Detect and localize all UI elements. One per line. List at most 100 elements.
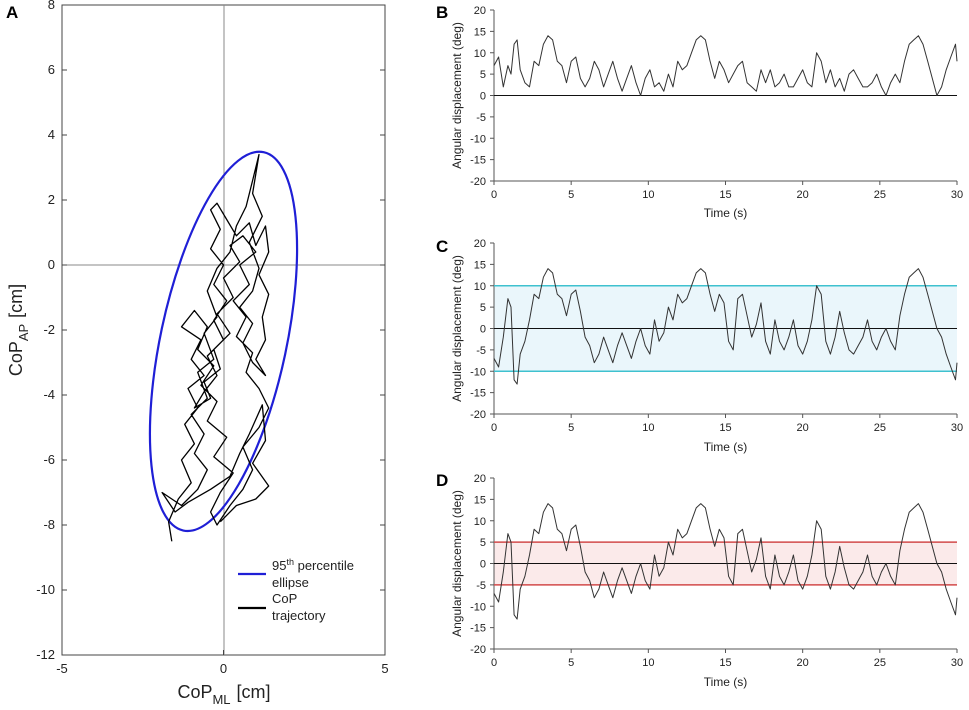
panel-d-x-label: Time (s) bbox=[704, 675, 748, 689]
panel-b-x-tick-label: 30 bbox=[951, 189, 963, 201]
panel-a-x-tick-label: 0 bbox=[220, 661, 227, 676]
legend-ellipse-label-num: 95 bbox=[272, 558, 286, 573]
panel-a-y-label-sub: AP bbox=[16, 324, 31, 341]
panel-c-x-tick-label: 5 bbox=[568, 422, 574, 434]
panel-b-x-tick-label: 20 bbox=[797, 189, 809, 201]
panel-d-angle-series bbox=[493, 503, 958, 620]
panel-a-y-tick-label: -8 bbox=[43, 517, 55, 532]
panel-b-y-tick-label: 5 bbox=[480, 69, 486, 81]
panel-d-y-tick-label: 0 bbox=[480, 559, 486, 571]
panel-d-x-tick-label: 5 bbox=[568, 657, 574, 669]
panel-b-letter: B bbox=[436, 3, 448, 22]
panel-a-y-tick-label: 8 bbox=[48, 0, 55, 12]
panel-c-x-tick-label: 15 bbox=[719, 422, 731, 434]
panel-c-angle-series bbox=[493, 268, 958, 385]
legend-trajectory-label-line1: CoP bbox=[272, 591, 297, 606]
panel-b-x-label: Time (s) bbox=[704, 206, 748, 220]
panel-c-y-tick-label: -20 bbox=[470, 409, 486, 421]
panel-a-y-label-unit: [cm] bbox=[6, 284, 26, 318]
panel-c-x-tick-label: 20 bbox=[797, 422, 809, 434]
panel-d-x-tick-label: 30 bbox=[951, 657, 963, 669]
panel-c-x-label: Time (s) bbox=[704, 440, 748, 454]
panel-d-y-tick-label: 20 bbox=[474, 473, 486, 485]
panel-d-x-tick-label: 15 bbox=[719, 657, 731, 669]
panel-d-x-tick-label: 10 bbox=[642, 657, 654, 669]
panel-a-x-tick-label: 5 bbox=[381, 661, 388, 676]
panel-d-x-tick-label: 20 bbox=[797, 657, 809, 669]
panel-d-y-tick-label: -15 bbox=[470, 623, 486, 635]
panel-c-x-tick-label: 25 bbox=[874, 422, 886, 434]
legend-ellipse-label-line2: ellipse bbox=[272, 575, 309, 590]
panel-c-y-tick-label: 20 bbox=[474, 238, 486, 250]
legend-ellipse-label-sup: th bbox=[286, 557, 294, 567]
legend-ellipse-label-rest: percentile bbox=[294, 558, 354, 573]
panel-b-chart: -20 -15 -10 -5 0 5 10 15 20 0 5 10 15 20 25 30 Time (s) A… bbox=[450, 5, 963, 220]
panel-a-x-tick-label: -5 bbox=[56, 661, 68, 676]
panel-b-y-tick-label: -5 bbox=[476, 112, 486, 124]
percentile-ellipse bbox=[148, 150, 299, 533]
panel-d-y-tick-label: 15 bbox=[474, 494, 486, 506]
panel-b-y-tick-label: -10 bbox=[470, 133, 486, 145]
legend-trajectory-label-line2: trajectory bbox=[272, 608, 326, 623]
panel-a-x-label-sub: ML bbox=[212, 692, 230, 707]
panel-b-y-tick-label: -20 bbox=[470, 176, 486, 188]
panel-a-y-tick-label: 6 bbox=[48, 62, 55, 77]
panel-c-y-tick-label: 5 bbox=[480, 302, 486, 314]
panel-c-y-tick-label: -5 bbox=[476, 345, 486, 357]
panel-d-x-tick-label: 25 bbox=[874, 657, 886, 669]
panel-c-y-tick-label: 15 bbox=[474, 259, 486, 271]
panel-b-angle-series bbox=[493, 35, 958, 96]
panel-a-letter: A bbox=[6, 3, 18, 22]
panel-b-y-tick-label: 0 bbox=[480, 91, 486, 103]
panel-b-y-tick-label: 15 bbox=[474, 26, 486, 38]
panel-a-y-tick-label: -4 bbox=[43, 387, 55, 402]
panel-a-x-ticks: -5 0 5 bbox=[56, 650, 389, 676]
panel-d-y-tick-label: 10 bbox=[474, 516, 486, 528]
panel-a-x-label: CoPML [cm] bbox=[177, 682, 270, 707]
panel-c-y-tick-label: 10 bbox=[474, 281, 486, 293]
panel-c-y-label: Angular displacement (deg) bbox=[450, 255, 464, 402]
panel-a-y-label-main: CoP bbox=[6, 341, 26, 376]
panel-b-x-tick-label: 0 bbox=[491, 189, 497, 201]
panel-a-y-tick-label: 0 bbox=[48, 257, 55, 272]
panel-b-x-tick-label: 25 bbox=[874, 189, 886, 201]
panel-a-x-label-unit: [cm] bbox=[237, 682, 271, 702]
panel-d-y-tick-label: 5 bbox=[480, 537, 486, 549]
panel-c-y-tick-label: 0 bbox=[480, 324, 486, 336]
panel-c-chart: -20 -15 -10 -5 0 5 10 15 20 0 5 10 15 20 25 30 Time (s) A… bbox=[450, 238, 963, 454]
panel-a-y-tick-label: 2 bbox=[48, 192, 55, 207]
panel-d-y-tick-label: -5 bbox=[476, 580, 486, 592]
panel-c-letter: C bbox=[436, 237, 448, 256]
panel-b-y-label: Angular displacement (deg) bbox=[450, 22, 464, 169]
panel-c-y-tick-label: -10 bbox=[470, 366, 486, 378]
panel-a-y-tick-label: -12 bbox=[36, 647, 55, 662]
panel-a-y-tick-label: -2 bbox=[43, 322, 55, 337]
panel-a-y-label: CoPAP [cm] bbox=[6, 284, 31, 376]
panel-c-y-tick-label: -15 bbox=[470, 388, 486, 400]
panel-d-y-label: Angular displacement (deg) bbox=[450, 490, 464, 637]
panel-b-y-tick-label: 20 bbox=[474, 5, 486, 17]
panel-a-x-label-main: CoP bbox=[177, 682, 212, 702]
panel-a-y-ticks: -12 -10 -8 -6 -4 -2 0 2 4 6 8 bbox=[36, 0, 385, 662]
panel-a-y-tick-label: 4 bbox=[48, 127, 55, 142]
panel-d-letter: D bbox=[436, 471, 448, 490]
panel-b-x-tick-label: 15 bbox=[719, 189, 731, 201]
panel-a-legend: 95th percentile ellipse CoP trajectory bbox=[238, 557, 354, 623]
panel-c-x-tick-label: 30 bbox=[951, 422, 963, 434]
panel-a-chart: -12 -10 -8 -6 -4 -2 0 2 4 6 8 -5 0 5 95th percentile… bbox=[6, 0, 389, 707]
panel-b-x-tick-label: 10 bbox=[642, 189, 654, 201]
panel-d-chart: -20 -15 -10 -5 0 5 10 15 20 0 5 10 15 20 25 30 Time (s) A… bbox=[450, 473, 963, 689]
panel-a-y-tick-label: -10 bbox=[36, 582, 55, 597]
panel-b-y-tick-label: 10 bbox=[474, 48, 486, 60]
panel-d-y-tick-label: -10 bbox=[470, 601, 486, 613]
panel-d-y-tick-label: -20 bbox=[470, 644, 486, 656]
panel-d-x-tick-label: 0 bbox=[491, 657, 497, 669]
legend-ellipse-label-line1: 95th percentile bbox=[272, 557, 354, 573]
panel-c-x-tick-label: 10 bbox=[642, 422, 654, 434]
panel-b-x-tick-label: 5 bbox=[568, 189, 574, 201]
panel-b-y-tick-label: -15 bbox=[470, 155, 486, 167]
cop-trajectory bbox=[161, 153, 270, 542]
panel-a-y-tick-label: -6 bbox=[43, 452, 55, 467]
panel-c-x-tick-label: 0 bbox=[491, 422, 497, 434]
